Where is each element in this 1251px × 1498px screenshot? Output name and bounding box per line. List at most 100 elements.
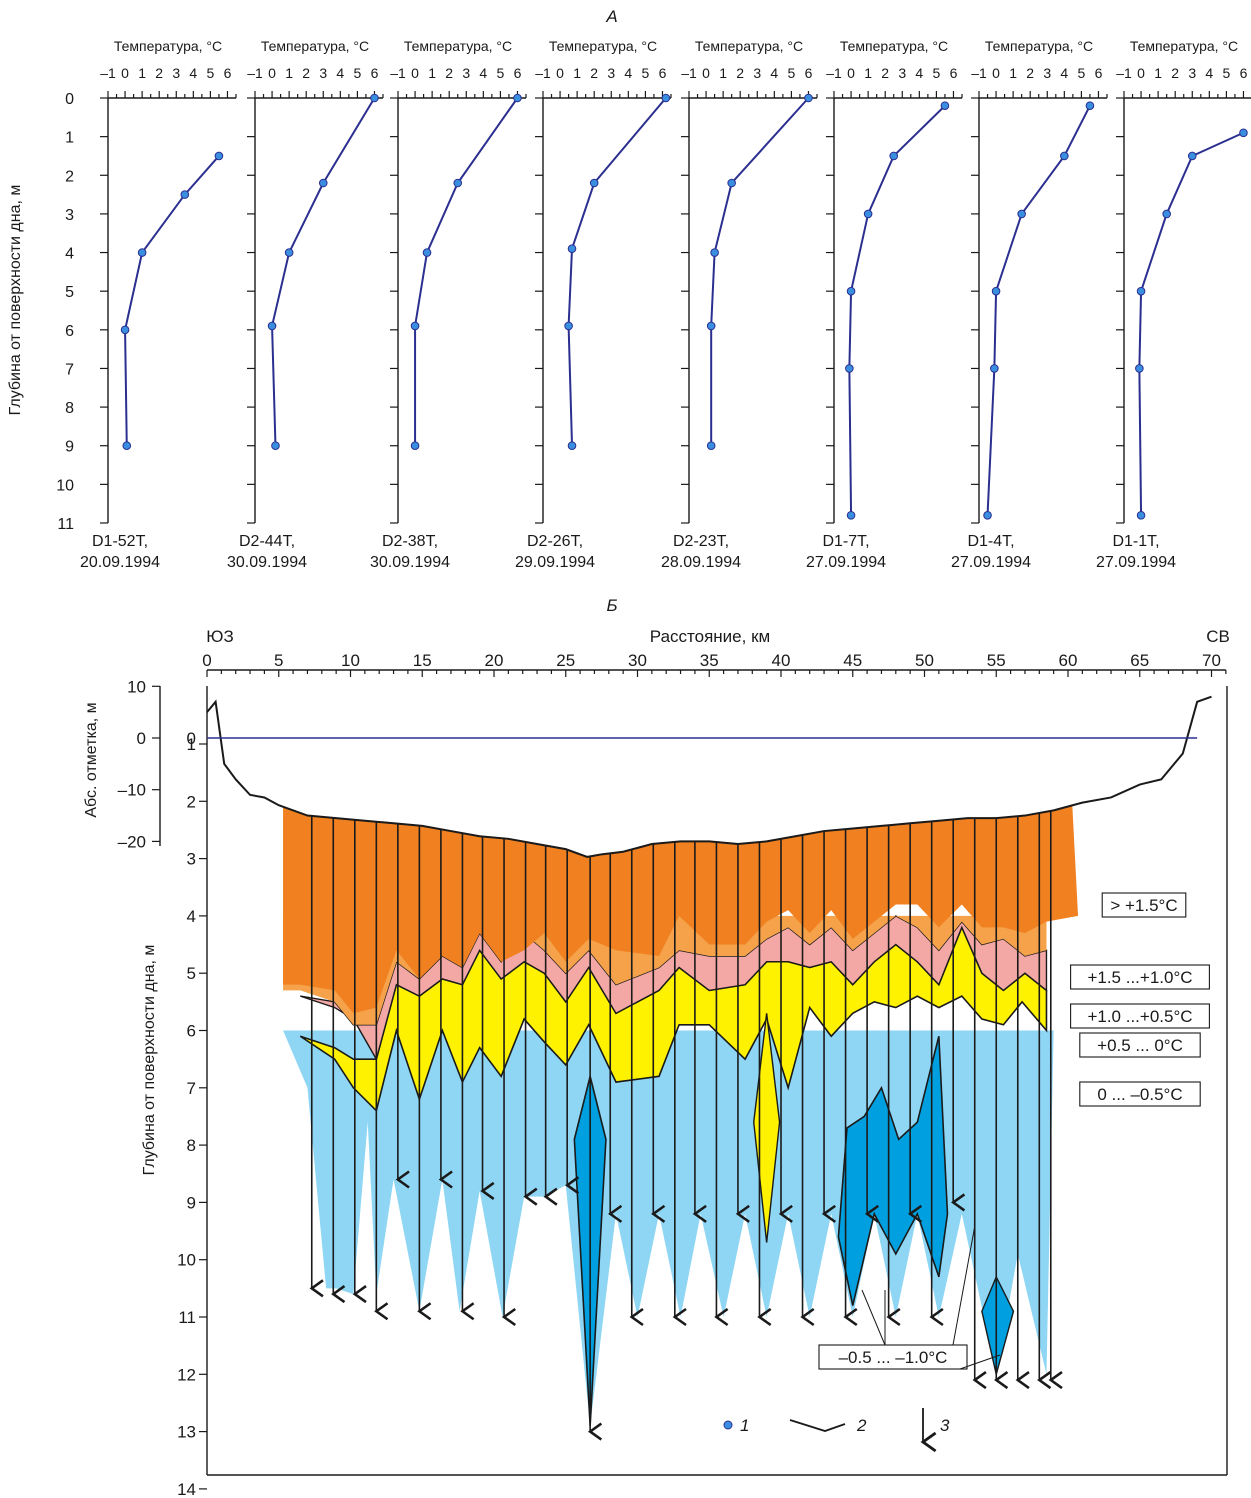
panel-b-x-tick-label: 60 (1059, 651, 1078, 670)
temperature-measurement-point (122, 441, 132, 451)
legend-point-symbol (723, 1420, 733, 1430)
temperature-profile-line (986, 105, 1091, 516)
station-name-label: D1-52T, (92, 533, 148, 550)
legend-label-3: 3 (940, 1416, 950, 1435)
temperature-profile-line (710, 97, 810, 446)
panel-b-x-tick-label: 50 (915, 651, 934, 670)
panel-a-x-tick-label: 1 (428, 65, 436, 81)
zone-1-0-to-0-5 (300, 915, 1048, 1061)
zone-label-text: +1.0 ...+0.5°C (1087, 1007, 1192, 1026)
panel-a-x-tick-label: 3 (898, 65, 906, 81)
zone-label-text: –0.5 ... –1.0°C (839, 1348, 948, 1367)
temperature-profile-D2-38T: Температура, °C–1 0 1 2 3 4 5 6D2-38T,30.09.199… (370, 38, 527, 571)
leader-line (959, 1354, 1001, 1370)
temperature-measurement-point (804, 93, 813, 103)
temperature-measurement-point (1017, 209, 1026, 219)
panel-a-temp-axis-title: Температура, °C (261, 38, 369, 54)
panel-a-x-tick-label: 2 (1026, 65, 1034, 81)
zone-label-text: > +1.5°C (1110, 896, 1177, 915)
panel-a-depth-tick-label: 2 (65, 168, 74, 185)
panel-b-depth-tick-label: 11 (178, 1308, 196, 1327)
panel-b-abs-axis-title: Абс. отметка, м (83, 702, 100, 817)
temperature-measurement-point (661, 93, 671, 103)
panel-b-abs-tick-label: 0 (137, 729, 146, 748)
panel-a-depth-tick-label: 5 (65, 284, 74, 301)
zone-label: –0.5 ... –1.0°C (818, 1344, 968, 1370)
temperature-measurement-point (370, 93, 379, 103)
panel-b-depth-tick-label: 10 (177, 1251, 196, 1270)
panel-a-x-tick-label: 5 (207, 65, 215, 81)
temperature-profile-D1-7T: Температура, °C–1 0 1 2 3 4 5 6D1-7T,27.09.1994 (806, 38, 963, 571)
panel-b-x-tick-label: 25 (556, 651, 575, 670)
temperature-measurement-point (1136, 510, 1146, 520)
panel-a-x-tick-label: –1 (247, 65, 263, 81)
panel-a-x-tick-label: 1 (864, 65, 872, 81)
panel-a-x-tick-label: 0 (702, 65, 710, 81)
temperature-profile-line (567, 97, 667, 446)
temperature-measurement-point (727, 178, 736, 188)
panel-b-depth-tick-label: 13 (177, 1423, 196, 1442)
panel-a-x-tick-label: 3 (1043, 65, 1051, 81)
leader-line (861, 1289, 886, 1346)
panel-a-temp-axis-title: Температура, °C (404, 38, 512, 54)
temperature-measurement-point (1060, 151, 1069, 161)
panel-a-x-tick-label: 6 (224, 65, 232, 81)
panel-a-x-tick-label: 4 (1205, 65, 1213, 81)
temperature-measurement-point (940, 101, 950, 111)
temperature-profile-line (1138, 131, 1244, 516)
panel-b-depth-tick-label: 4 (187, 907, 196, 926)
panel-a-x-tick-label: –1 (100, 65, 116, 81)
panel-a-depth-tick-label: 4 (65, 246, 74, 263)
panel-b-depth-tick-label: 3 (187, 850, 196, 869)
zone-label-box (1070, 1003, 1210, 1029)
temperature-measurement-point (706, 441, 716, 451)
panel-a-x-tick-label: 0 (411, 65, 419, 81)
zone-label: +1.0 ...+0.5°C (1070, 1003, 1210, 1029)
panel-a-depth-tick-label: 10 (56, 477, 74, 494)
panel-b-x-tick-label: 70 (1202, 651, 1221, 670)
panel-a-x-tick-label: 4 (336, 65, 344, 81)
panel-a-temp-axis-title: Температура, °C (840, 38, 948, 54)
panel-a-x-tick-label: 5 (788, 65, 796, 81)
panel-b-x-tick-label: 55 (987, 651, 1006, 670)
panel-a-x-tick-label: 2 (302, 65, 310, 81)
panel-a-depth-tick-label: 3 (65, 207, 74, 224)
panel-b-depth-tick-label: 2 (187, 792, 196, 811)
panel-a-x-tick-label: 4 (1060, 65, 1068, 81)
panel-a-x-tick-label: –1 (535, 65, 551, 81)
temperature-measurement-point (710, 248, 719, 257)
panel-a-x-tick-label: 3 (172, 65, 180, 81)
panel-a-x-tick-label: 2 (881, 65, 889, 81)
panel-a-depth-tick-label: 0 (65, 91, 74, 108)
panel-a-x-tick-label: 3 (462, 65, 470, 81)
panel-a-x-tick-label: –1 (390, 65, 406, 81)
panel-a-x-tick-label: –1 (681, 65, 697, 81)
panel-a-x-tick-label: 2 (1171, 65, 1179, 81)
zone-label-box (1101, 892, 1187, 918)
temperature-measurement-point (564, 321, 573, 331)
panel-b-depth-tick-label: 6 (187, 1022, 196, 1041)
panel-b-depth-tick-label: 1 (187, 735, 196, 754)
panel-a-x-tick-label: 4 (189, 65, 197, 81)
panel-a-x-tick-label: 5 (933, 65, 941, 81)
panel-a-x-tick-label: 0 (268, 65, 276, 81)
panel-a-depth-tick-label: 8 (65, 400, 74, 417)
panel-a-x-tick-label: –1 (826, 65, 842, 81)
panel-b-depth-axis-title: Глубина от поверхности дна, м (141, 945, 158, 1176)
panel-a-x-tick-label: 5 (642, 65, 650, 81)
panel-a-x-tick-label: 3 (753, 65, 761, 81)
station-date-label: 27.09.1994 (1096, 554, 1176, 571)
panel-a-x-tick-label: 6 (805, 65, 813, 81)
temperature-measurement-point (1187, 151, 1197, 161)
station-date-label: 20.09.1994 (80, 554, 160, 571)
station-date-label: 29.09.1994 (515, 554, 595, 571)
station-name-label: D2-44T, (239, 533, 295, 550)
legend-label-2: 2 (856, 1416, 867, 1435)
temperature-measurement-point (137, 248, 147, 257)
panel-a-x-tick-label: –1 (971, 65, 987, 81)
panel-a-x-tick-label: 1 (138, 65, 146, 81)
zone-label-box (1079, 1032, 1201, 1058)
temperature-profile-D1-52T: Температура, °C –1 0 1 2 3 4 5 6 D1-52T, 20.09.199… (80, 38, 237, 571)
